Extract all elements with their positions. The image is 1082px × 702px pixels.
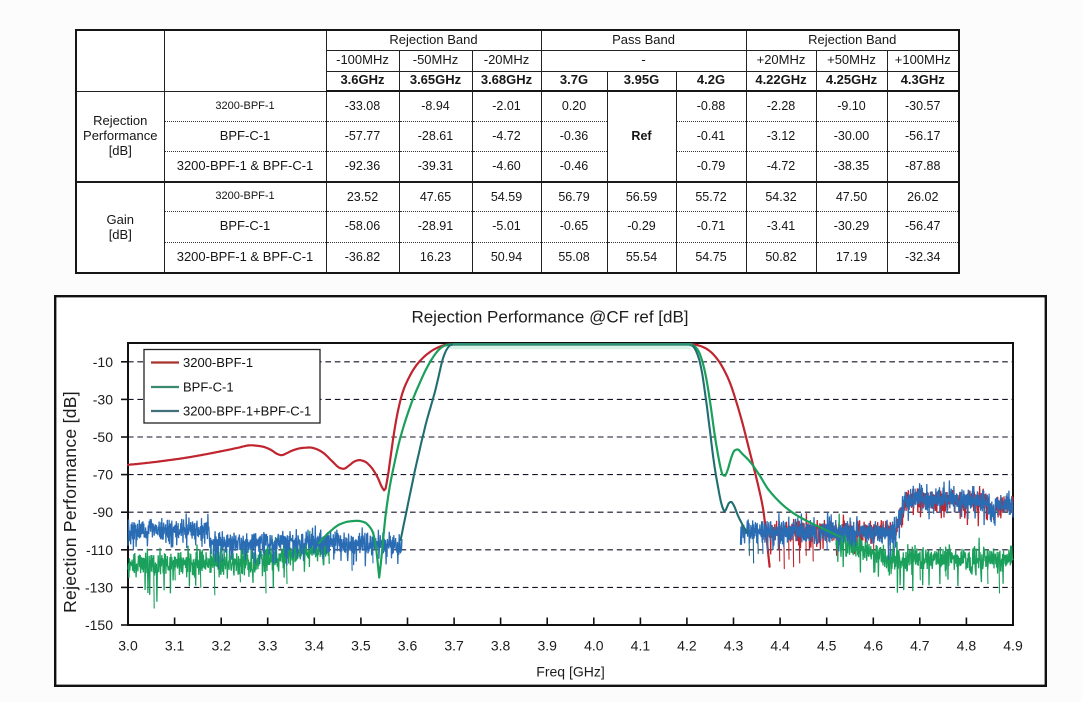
svg-text:Freq [GHz]: Freq [GHz] [536,664,604,680]
svg-text:3.9: 3.9 [537,638,557,654]
svg-text:-70: -70 [93,467,113,483]
svg-text:3.0: 3.0 [118,638,138,654]
svg-text:3.4: 3.4 [305,638,325,654]
svg-text:3.5: 3.5 [351,638,371,654]
svg-text:3.1: 3.1 [165,638,185,654]
svg-text:3.6: 3.6 [398,638,418,654]
svg-text:3.8: 3.8 [491,638,511,654]
svg-text:-150: -150 [85,617,113,633]
svg-text:4.1: 4.1 [631,638,651,654]
svg-text:-110: -110 [86,542,113,558]
svg-text:BPF-C-1: BPF-C-1 [183,380,234,395]
svg-text:3.7: 3.7 [444,638,464,654]
svg-text:-10: -10 [93,354,113,370]
svg-text:3.3: 3.3 [258,638,278,654]
svg-text:4.3: 4.3 [724,638,744,654]
svg-text:4.0: 4.0 [584,638,604,654]
svg-text:4.8: 4.8 [957,638,977,654]
svg-text:4.2: 4.2 [677,638,697,654]
svg-text:4.7: 4.7 [910,638,930,654]
svg-text:4.4: 4.4 [770,638,790,654]
svg-text:4.9: 4.9 [1003,638,1023,654]
svg-text:Rejection Performance @CF ref: Rejection Performance @CF ref [dB] [411,308,688,327]
svg-text:-90: -90 [93,504,113,520]
svg-text:3200-BPF-1+BPF-C-1: 3200-BPF-1+BPF-C-1 [183,404,311,419]
svg-text:-50: -50 [93,429,113,445]
svg-text:4.5: 4.5 [817,638,837,654]
svg-text:3200-BPF-1: 3200-BPF-1 [183,355,253,370]
svg-text:-130: -130 [85,579,113,595]
svg-text:4.6: 4.6 [864,638,884,654]
svg-text:-30: -30 [93,391,113,407]
svg-text:Rejection Performance [dB]: Rejection Performance [dB] [60,391,80,613]
svg-text:3.2: 3.2 [211,638,231,654]
